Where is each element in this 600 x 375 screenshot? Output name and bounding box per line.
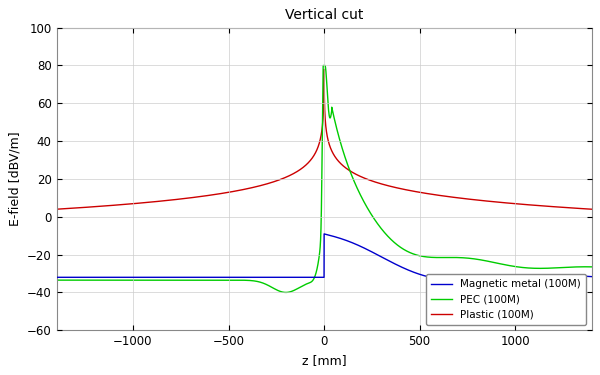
PEC (100M)	[478, 258, 485, 262]
Line: Magnetic metal (100M): Magnetic metal (100M)	[56, 234, 592, 280]
Magnetic metal (100M)	[320, 232, 328, 236]
Magnetic metal (100M)	[370, 251, 377, 255]
Magnetic metal (100M)	[80, 275, 87, 279]
PEC (100M)	[80, 278, 87, 282]
Plastic (100M)	[247, 186, 254, 190]
Legend: Magnetic metal (100M), PEC (100M), Plastic (100M): Magnetic metal (100M), PEC (100M), Plast…	[426, 274, 586, 325]
Plastic (100M)	[393, 186, 400, 190]
Plastic (100M)	[450, 195, 457, 200]
Line: PEC (100M): PEC (100M)	[56, 66, 592, 292]
PEC (100M)	[282, 290, 289, 295]
Y-axis label: E-field [dBV/m]: E-field [dBV/m]	[8, 132, 22, 226]
Magnetic metal (100M)	[393, 262, 400, 267]
PEC (100M)	[588, 265, 595, 269]
Plastic (100M)	[588, 207, 595, 212]
Magnetic metal (100M)	[478, 277, 485, 281]
X-axis label: z [mm]: z [mm]	[302, 354, 346, 367]
Plastic (100M)	[370, 179, 377, 184]
Magnetic metal (100M)	[450, 278, 457, 282]
Line: Plastic (100M): Plastic (100M)	[56, 69, 592, 209]
Plastic (100M)	[320, 67, 328, 72]
Plastic (100M)	[53, 207, 60, 212]
PEC (100M)	[247, 278, 254, 283]
Magnetic metal (100M)	[53, 275, 60, 279]
Magnetic metal (100M)	[588, 274, 595, 279]
Plastic (100M)	[80, 205, 87, 210]
PEC (100M)	[370, 215, 377, 220]
Magnetic metal (100M)	[247, 275, 254, 279]
Title: Vertical cut: Vertical cut	[285, 8, 363, 22]
PEC (100M)	[393, 242, 400, 247]
Magnetic metal (100M)	[455, 278, 462, 282]
PEC (100M)	[450, 255, 457, 260]
Plastic (100M)	[478, 198, 485, 203]
PEC (100M)	[320, 63, 327, 68]
PEC (100M)	[53, 278, 60, 282]
